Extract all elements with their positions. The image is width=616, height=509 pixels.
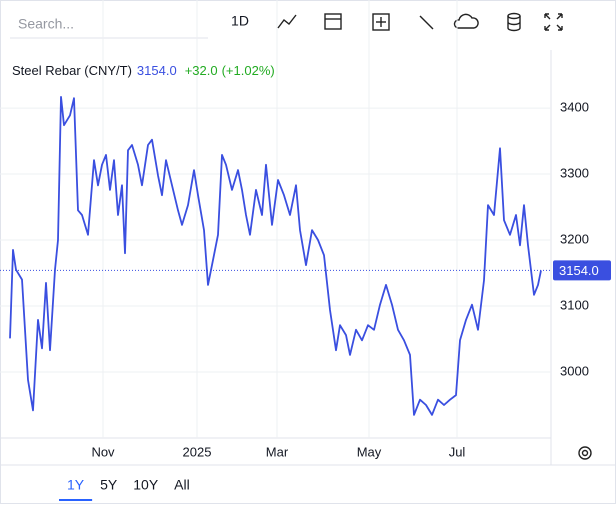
symbol-name: Steel Rebar (CNY/T): [12, 63, 132, 78]
y-tick-label: 3100: [560, 297, 589, 312]
last-price-tag-label: 3154.0: [559, 263, 599, 278]
plot: [0, 96, 551, 416]
search-box[interactable]: Search...: [18, 16, 74, 32]
interval-button[interactable]: 1D: [231, 13, 249, 29]
y-tick-label: 3000: [560, 363, 589, 378]
x-tick-label: Jul: [449, 444, 466, 459]
range-button[interactable]: 5Y: [100, 477, 118, 493]
legend: Steel Rebar (CNY/T) 3154.0 +32.0 (+1.02%): [12, 63, 275, 78]
toolbar-icons[interactable]: [277, 12, 563, 32]
settings-icon[interactable]: [578, 446, 592, 460]
x-tick-label: Nov: [91, 444, 115, 459]
change: +32.0: [185, 63, 218, 78]
x-tick-label: Mar: [266, 444, 289, 459]
range-buttons: 1Y 5Y 10Y All: [59, 477, 190, 501]
change-percent: (+1.02%): [222, 63, 275, 78]
last-price-tag: [553, 260, 611, 281]
grid: [0, 0, 551, 438]
y-tick-label: 3400: [560, 100, 589, 115]
y-tick-label: 3200: [560, 231, 589, 246]
range-button[interactable]: 10Y: [133, 477, 159, 493]
range-button[interactable]: 1Y: [67, 477, 85, 493]
last-price: 3154.0: [137, 63, 177, 78]
x-tick-label: 2025: [183, 444, 212, 459]
x-tick-label: May: [357, 444, 382, 459]
range-button[interactable]: All: [174, 477, 190, 493]
price-line: [9, 96, 542, 416]
y-tick-label: 3300: [560, 165, 589, 180]
